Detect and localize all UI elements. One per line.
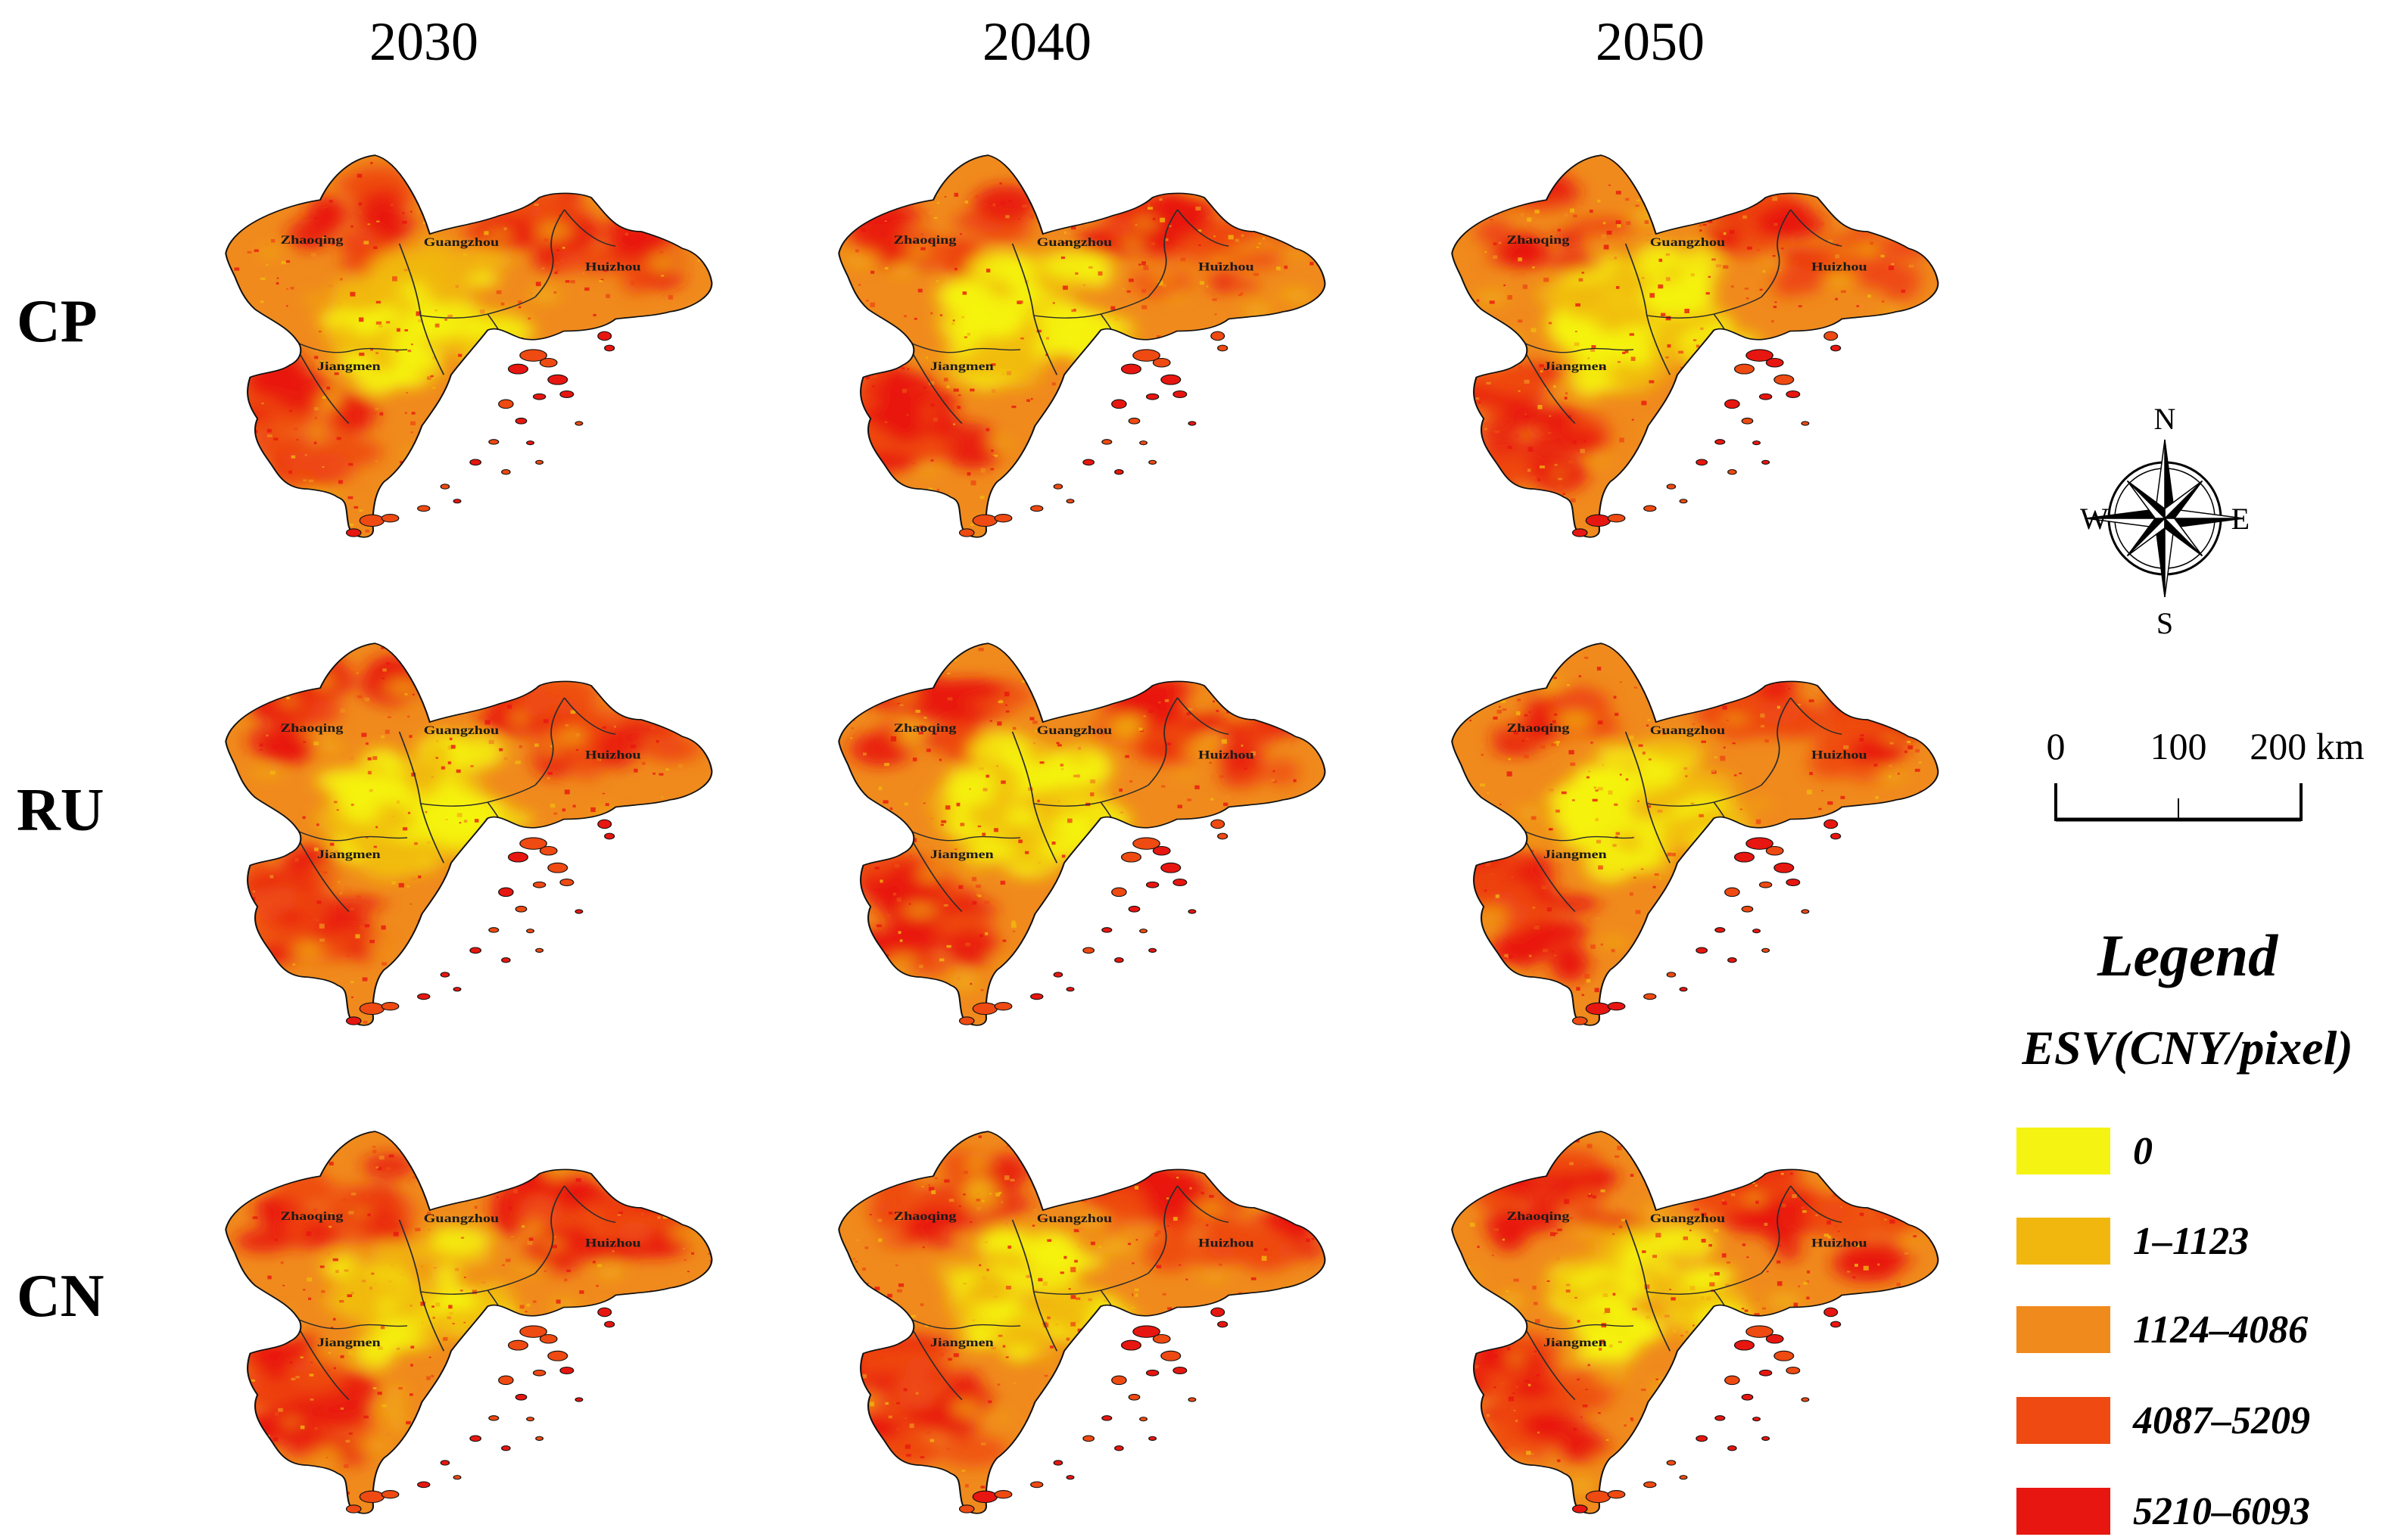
city-label: Guangzhou bbox=[1037, 723, 1112, 737]
city-label: Zhaoqing bbox=[1507, 233, 1570, 247]
city-label: Guangzhou bbox=[424, 1212, 499, 1225]
scale-tick-0: 0 bbox=[2047, 725, 2066, 767]
row-header-cn: CN bbox=[17, 1263, 104, 1330]
legend-label: 1–1123 bbox=[2133, 1219, 2250, 1263]
scale-bar: 0 100 200 km bbox=[1998, 723, 2407, 836]
map-cp-2040: Zhaoqing Guangzhou Huizhou Jiangmen bbox=[802, 151, 1332, 545]
city-label: Zhaoqing bbox=[281, 1209, 344, 1223]
city-label: Guangzhou bbox=[1650, 723, 1725, 737]
legend-item: 0 bbox=[2016, 1125, 2153, 1178]
city-label: Jiangmen bbox=[317, 1336, 381, 1349]
city-label: Guangzhou bbox=[1037, 1212, 1112, 1225]
legend-label: 1124–4086 bbox=[2133, 1308, 2309, 1352]
city-label: Guangzhou bbox=[1650, 235, 1725, 249]
row-header-ru: RU bbox=[17, 777, 104, 844]
city-label: Huizhou bbox=[1811, 260, 1867, 273]
city-label: Zhaoqing bbox=[1507, 721, 1570, 735]
legend-swatch bbox=[2016, 1128, 2110, 1174]
compass-s: S bbox=[2156, 606, 2173, 639]
column-header-2040: 2040 bbox=[982, 11, 1091, 72]
map-cp-2030: Zhaoqing Guangzhou Huizhou Jiangmen bbox=[189, 151, 719, 545]
map-ru-2040: Zhaoqing Guangzhou Huizhou Jiangmen bbox=[802, 639, 1332, 1033]
map-cn-2040: Zhaoqing Guangzhou Huizhou Jiangmen bbox=[802, 1128, 1332, 1521]
scale-tick-200: 200 km bbox=[2250, 725, 2365, 767]
city-label: Guangzhou bbox=[1650, 1212, 1725, 1225]
city-label: Jiangmen bbox=[930, 848, 994, 861]
map-cn-2050: Zhaoqing Guangzhou Huizhou Jiangmen bbox=[1415, 1128, 1945, 1521]
legend-item: 4087–5209 bbox=[2016, 1394, 2310, 1447]
city-label: Huizhou bbox=[585, 1236, 641, 1249]
legend-swatch bbox=[2016, 1397, 2110, 1444]
city-label: Jiangmen bbox=[317, 359, 381, 373]
row-header-cp: CP bbox=[17, 288, 98, 355]
legend-swatch bbox=[2016, 1488, 2110, 1535]
city-label: Jiangmen bbox=[930, 359, 994, 373]
legend-label: 4087–5209 bbox=[2133, 1398, 2310, 1442]
city-label: Guangzhou bbox=[1037, 235, 1112, 249]
column-header-2050: 2050 bbox=[1596, 11, 1705, 72]
map-ru-2030: Zhaoqing Guangzhou Huizhou Jiangmen bbox=[189, 639, 719, 1033]
city-label: Zhaoqing bbox=[894, 233, 957, 247]
city-label: Jiangmen bbox=[317, 848, 381, 861]
legend-subtitle: ESV(CNY/pixel) bbox=[2022, 1021, 2353, 1075]
map-ru-2050: Zhaoqing Guangzhou Huizhou Jiangmen bbox=[1415, 639, 1945, 1033]
legend-item: 1–1123 bbox=[2016, 1215, 2249, 1268]
column-header-2030: 2030 bbox=[369, 11, 478, 72]
city-label: Guangzhou bbox=[424, 723, 499, 737]
compass-n: N bbox=[2154, 402, 2176, 436]
legend-item: 5210–6093 bbox=[2016, 1485, 2310, 1538]
map-cn-2030: Zhaoqing Guangzhou Huizhou Jiangmen bbox=[189, 1128, 719, 1521]
legend-item: 1124–4086 bbox=[2016, 1303, 2308, 1356]
city-label: Huizhou bbox=[1198, 1236, 1254, 1249]
city-label: Guangzhou bbox=[424, 235, 499, 249]
city-label: Zhaoqing bbox=[894, 1209, 957, 1223]
city-label: Jiangmen bbox=[1543, 1336, 1607, 1349]
legend-label: 0 bbox=[2133, 1129, 2153, 1173]
compass-w: W bbox=[2080, 502, 2109, 536]
city-label: Jiangmen bbox=[930, 1336, 994, 1349]
city-label: Huizhou bbox=[1198, 748, 1254, 761]
legend-swatch bbox=[2016, 1306, 2110, 1353]
north-arrow: N S E W bbox=[2074, 397, 2256, 640]
city-label: Zhaoqing bbox=[281, 721, 344, 735]
city-label: Zhaoqing bbox=[281, 233, 344, 247]
legend-label: 5210–6093 bbox=[2133, 1489, 2310, 1533]
city-label: Huizhou bbox=[585, 748, 641, 761]
map-cp-2050: Zhaoqing Guangzhou Huizhou Jiangmen bbox=[1415, 151, 1945, 545]
city-label: Zhaoqing bbox=[894, 721, 957, 735]
city-label: Jiangmen bbox=[1543, 359, 1607, 373]
city-label: Zhaoqing bbox=[1507, 1209, 1570, 1223]
legend-swatch bbox=[2016, 1218, 2110, 1265]
city-label: Huizhou bbox=[585, 260, 641, 273]
compass-e: E bbox=[2231, 502, 2250, 536]
city-label: Huizhou bbox=[1811, 748, 1867, 761]
city-label: Jiangmen bbox=[1543, 848, 1607, 861]
scale-tick-100: 100 bbox=[2150, 725, 2207, 767]
city-label: Huizhou bbox=[1198, 260, 1254, 273]
legend-title: Legend bbox=[2097, 922, 2278, 988]
city-label: Huizhou bbox=[1811, 1236, 1867, 1249]
